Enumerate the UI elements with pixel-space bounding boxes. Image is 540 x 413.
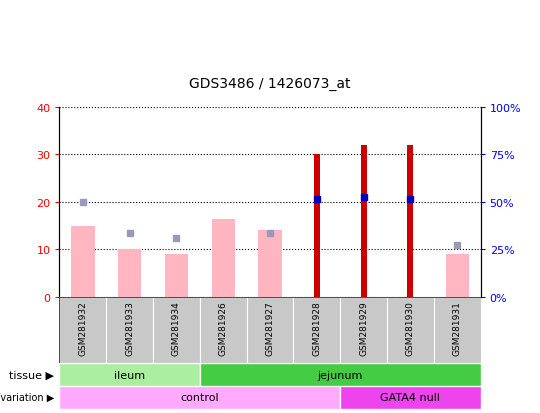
Bar <box>118 250 141 297</box>
Bar <box>387 297 434 363</box>
Bar <box>361 145 367 297</box>
Bar <box>340 386 481 409</box>
Bar <box>59 386 340 409</box>
Bar <box>153 297 200 363</box>
Bar <box>106 297 153 363</box>
Text: GSM281931: GSM281931 <box>453 301 462 356</box>
Bar <box>247 297 293 363</box>
Text: GSM281932: GSM281932 <box>78 301 87 355</box>
Bar <box>59 363 200 386</box>
Bar <box>446 254 469 297</box>
Text: GATA4 null: GATA4 null <box>380 392 441 403</box>
Bar <box>314 155 320 297</box>
Bar <box>407 145 414 297</box>
Text: GSM281927: GSM281927 <box>266 301 274 355</box>
Text: jejunum: jejunum <box>318 370 363 380</box>
Text: GSM281930: GSM281930 <box>406 301 415 356</box>
Text: genotype/variation ▶: genotype/variation ▶ <box>0 392 54 403</box>
Bar <box>212 219 235 297</box>
Bar <box>165 254 188 297</box>
Text: GSM281934: GSM281934 <box>172 301 181 355</box>
Bar <box>59 297 106 363</box>
Text: GSM281928: GSM281928 <box>312 301 321 355</box>
Text: GSM281926: GSM281926 <box>219 301 228 355</box>
Text: control: control <box>180 392 219 403</box>
Bar <box>258 231 282 297</box>
Bar <box>340 297 387 363</box>
Bar <box>71 226 94 297</box>
Text: GSM281933: GSM281933 <box>125 301 134 356</box>
Bar <box>293 297 340 363</box>
Text: tissue ▶: tissue ▶ <box>9 370 54 380</box>
Text: GDS3486 / 1426073_at: GDS3486 / 1426073_at <box>189 77 351 91</box>
Bar <box>200 297 247 363</box>
Text: ileum: ileum <box>114 370 145 380</box>
Bar <box>200 363 481 386</box>
Bar <box>434 297 481 363</box>
Text: GSM281929: GSM281929 <box>359 301 368 355</box>
